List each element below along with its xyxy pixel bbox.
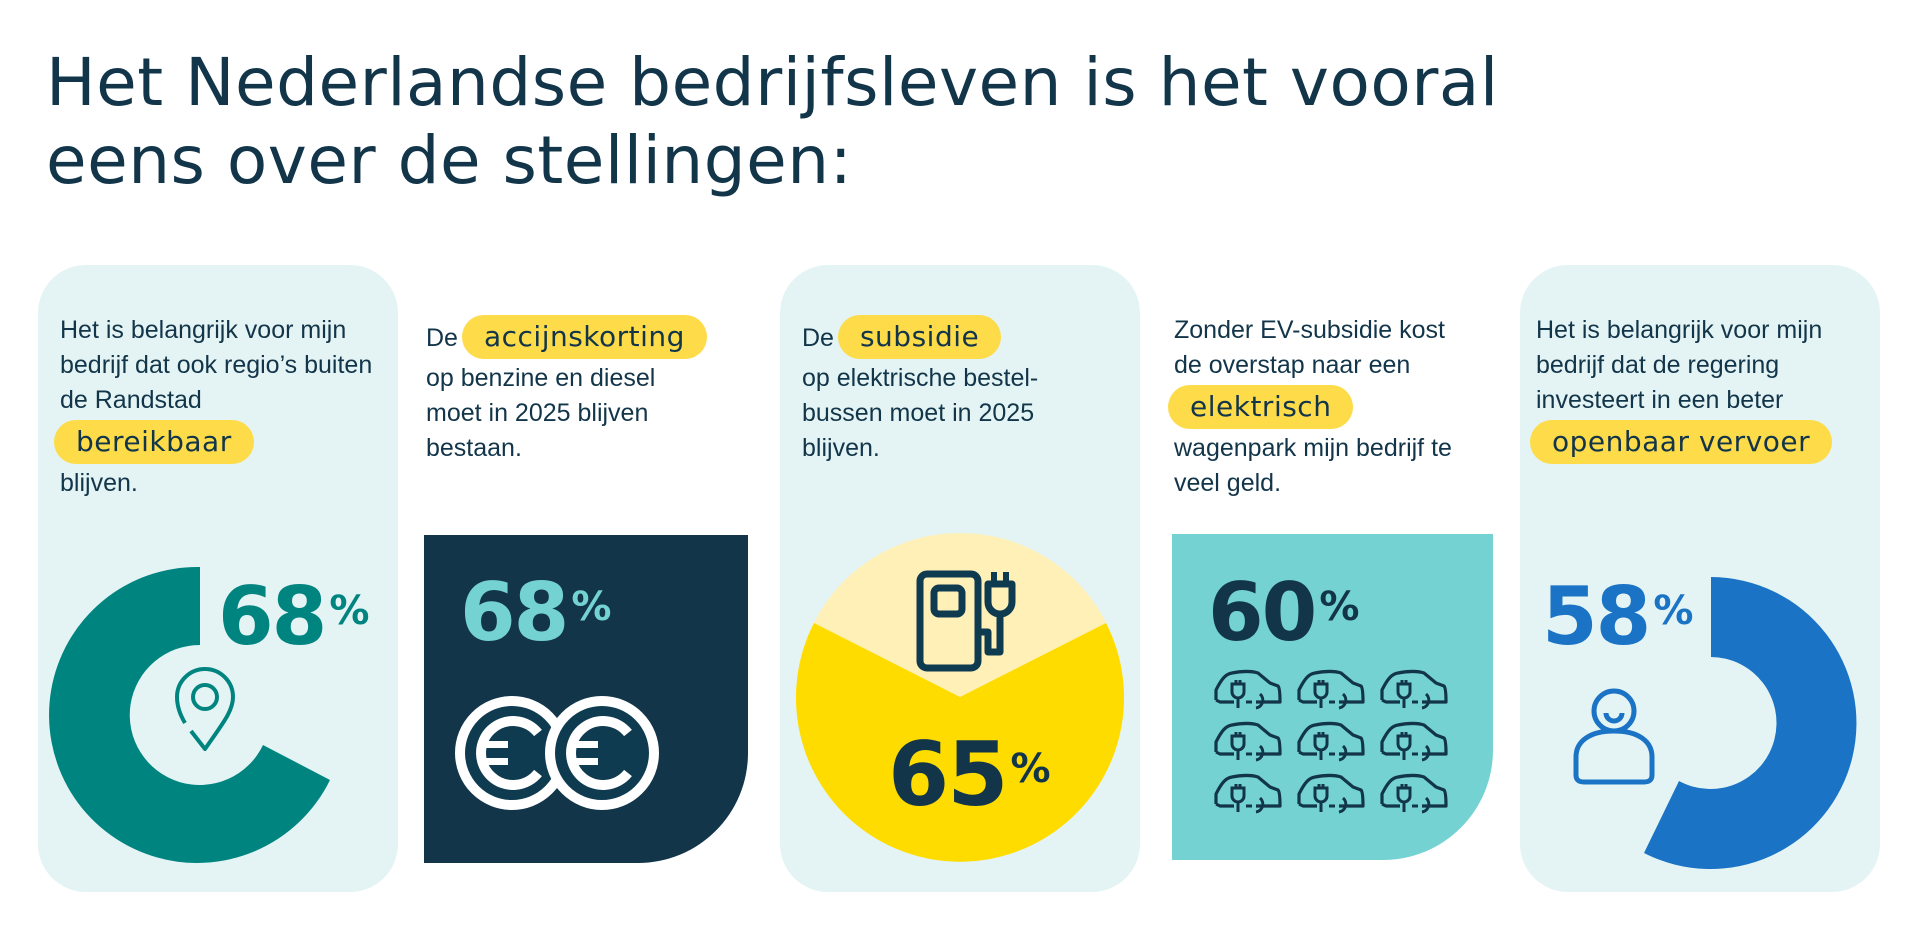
highlight-pill: elektrisch bbox=[1168, 385, 1354, 429]
statement-text: De bbox=[426, 324, 458, 352]
percentage-number: 68 bbox=[218, 570, 327, 663]
donut-chart bbox=[1644, 577, 1857, 869]
percentage-value: 58% bbox=[1542, 577, 1693, 657]
statement-text: Het is belangrijk voor mijn bedrijf dat … bbox=[60, 316, 373, 414]
title-line-2: eens over de stellingen: bbox=[46, 122, 853, 199]
page-title: Het Nederlandse bedrijfsleven is het voo… bbox=[46, 44, 1846, 200]
percentage-sign: % bbox=[1653, 588, 1694, 634]
percentage-value: 65% bbox=[888, 731, 1051, 819]
card-accijnskorting: De accijnskorting op benzine en diesel mo… bbox=[404, 265, 764, 892]
euro-coins-icon bbox=[455, 696, 659, 810]
pie-chart bbox=[796, 533, 1124, 862]
statement: Het is belangrijk voor mijn bedrijf dat … bbox=[1530, 313, 1866, 466]
highlight-pill: accijnskorting bbox=[461, 315, 707, 359]
percentage-sign: % bbox=[1010, 746, 1051, 792]
percentage-value: 68% bbox=[218, 577, 369, 657]
title-line-1: Het Nederlandse bedrijfsleven is het voo… bbox=[46, 44, 1499, 121]
person-icon bbox=[1573, 688, 1655, 785]
card-subsidie: De subsidie op elektrische bestel-bussen … bbox=[780, 265, 1140, 892]
statement-text-after: op benzine en diesel moet in 2025 blijve… bbox=[426, 364, 656, 462]
card-openbaar-vervoer: Het is belangrijk voor mijn bedrijf dat … bbox=[1520, 265, 1880, 892]
percentage-sign: % bbox=[1319, 584, 1360, 630]
percentage-sign: % bbox=[571, 584, 612, 630]
highlight-pill: openbaar vervoer bbox=[1530, 420, 1833, 464]
highlight-pill: bereikbaar bbox=[54, 420, 254, 464]
donut-chart bbox=[49, 566, 331, 863]
ev-charger-icon bbox=[916, 570, 1016, 672]
highlight-pill: subsidie bbox=[837, 315, 1002, 359]
statement-text-after: wagenpark mijn bedrijf te veel geld. bbox=[1174, 434, 1452, 497]
card-bereikbaar: Het is belangrijk voor mijn bedrijf dat … bbox=[38, 265, 398, 892]
statement: De accijnskorting op benzine en diesel mo… bbox=[426, 313, 756, 466]
map-pin-icon bbox=[175, 667, 235, 751]
percentage-sign: % bbox=[329, 588, 370, 634]
statement-text: Zonder EV-subsidie kost de overstap naar… bbox=[1174, 316, 1445, 379]
statement-text: Het is belangrijk voor mijn bedrijf dat … bbox=[1536, 316, 1823, 414]
statement: Zonder EV-subsidie kost de overstap naar… bbox=[1168, 313, 1504, 501]
statement-text-after: blijven. bbox=[60, 469, 138, 497]
statement-text-after: op elektrische bestel-bussen moet in 202… bbox=[802, 364, 1039, 462]
electric-car-icon-grid bbox=[1214, 669, 1448, 814]
percentage-number: 60 bbox=[1208, 566, 1317, 659]
percentage-value: 68% bbox=[460, 573, 611, 653]
statement: De subsidie op elektrische bestel-bussen … bbox=[802, 313, 1132, 466]
percentage-number: 68 bbox=[460, 566, 569, 659]
percentage-value: 60% bbox=[1208, 573, 1359, 653]
statement: Het is belangrijk voor mijn bedrijf dat … bbox=[54, 313, 390, 501]
percentage-number: 58 bbox=[1542, 570, 1651, 663]
percentage-number: 65 bbox=[888, 723, 1008, 826]
card-elektrisch: Zonder EV-subsidie kost de overstap naar… bbox=[1152, 265, 1512, 892]
statement-text: De bbox=[802, 324, 834, 352]
